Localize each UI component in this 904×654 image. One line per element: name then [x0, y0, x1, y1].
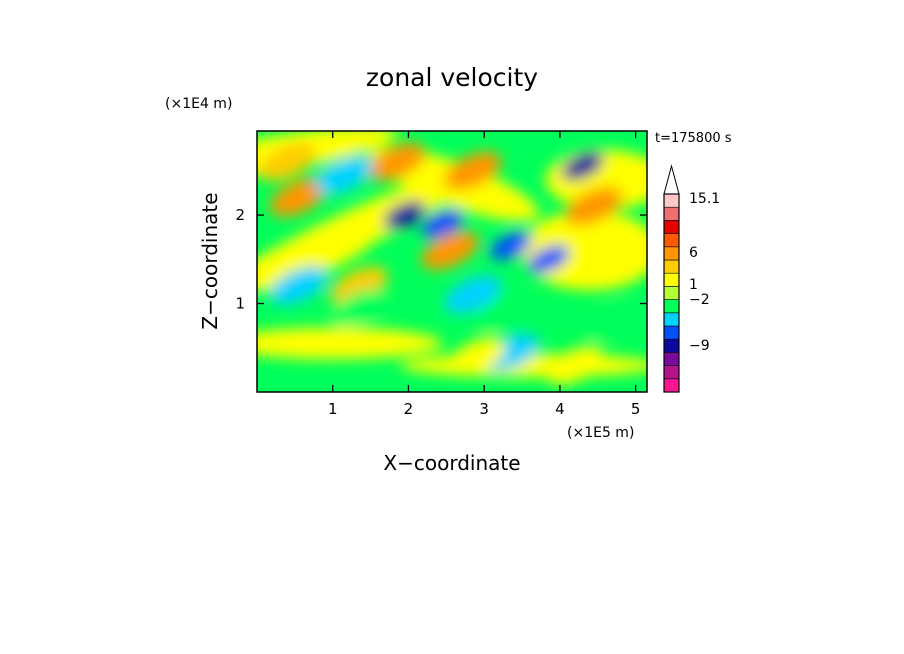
chart-title: zonal velocity: [366, 63, 538, 92]
colorbar-swatch: [663, 220, 680, 234]
colorbar-label: 15.1: [689, 191, 720, 207]
field-feature-6: [368, 142, 426, 182]
x-tick-label: 5: [631, 400, 641, 418]
colorbar-swatch: [663, 378, 680, 393]
colorbar-label: −2: [689, 292, 710, 308]
field-feature-16: [330, 288, 388, 328]
colorbar-swatch: [663, 286, 680, 300]
field-feature-0: [561, 152, 604, 181]
field-feature-4: [527, 245, 570, 274]
field-feature-18: [584, 302, 642, 341]
x-tick-label: 4: [555, 400, 565, 418]
x-axis: 1 2 3 4 5: [328, 131, 640, 418]
y-unit-label: (×1E4 m): [165, 96, 232, 112]
colorbar-swatch: [663, 206, 680, 221]
colorbar-label: 1: [689, 277, 698, 293]
field-feature-17: [474, 293, 532, 332]
field-feature-19: [447, 337, 506, 376]
field-feature-2: [421, 210, 464, 238]
y-tick-label: 2: [235, 206, 245, 224]
colorbar-swatch: [663, 299, 680, 314]
x-tick-label: 2: [404, 400, 414, 418]
colorbar-frame: [663, 193, 680, 393]
y-axis-label: Z−coordinate: [198, 192, 222, 329]
colorbar-swatch: [663, 352, 680, 366]
field-feature-8: [269, 178, 328, 217]
time-label: t=175800 s: [655, 131, 732, 146]
y-tick-label: 1: [235, 295, 245, 313]
colorbar-swatch: [663, 365, 680, 380]
field-band: [257, 226, 378, 293]
x-tick-label: 1: [328, 400, 338, 418]
colorbar-extend-arrow: [663, 164, 680, 195]
colorbar-swatch: [663, 246, 680, 261]
colorbar-swatch: [663, 272, 680, 287]
x-tick-label: 3: [479, 400, 489, 418]
x-unit-label: (×1E5 m): [567, 425, 634, 441]
colorbar-swatch: [663, 233, 680, 248]
colorbar-swatch: [663, 338, 680, 353]
field-feature-5: [421, 231, 479, 270]
field-feature-13: [269, 266, 328, 305]
field-feature-9: [565, 187, 623, 226]
field-feature-3: [489, 232, 532, 260]
field-feature-7: [444, 151, 502, 190]
colorbar-swatch: [663, 193, 680, 208]
field-band: [257, 327, 443, 360]
colorbar-swatch: [663, 312, 680, 327]
colorbar: 15.1 6 1−2 −9: [663, 164, 720, 393]
heatmap-plot-area: [257, 131, 647, 392]
colorbar-swatch: [663, 325, 680, 340]
y-axis: 12: [235, 206, 647, 313]
x-axis-label: X−coordinate: [383, 451, 520, 475]
field-feature-1: [383, 201, 426, 229]
colorbar-swatch: [663, 259, 680, 274]
field-band: [520, 210, 647, 291]
field-feature-20: [546, 346, 604, 385]
field-feature-10: [258, 142, 316, 182]
plot-frame: [256, 130, 648, 393]
field-feature-12: [315, 156, 373, 195]
colorbar-label: 6: [689, 245, 698, 261]
colorbar-label: −9: [689, 338, 710, 354]
